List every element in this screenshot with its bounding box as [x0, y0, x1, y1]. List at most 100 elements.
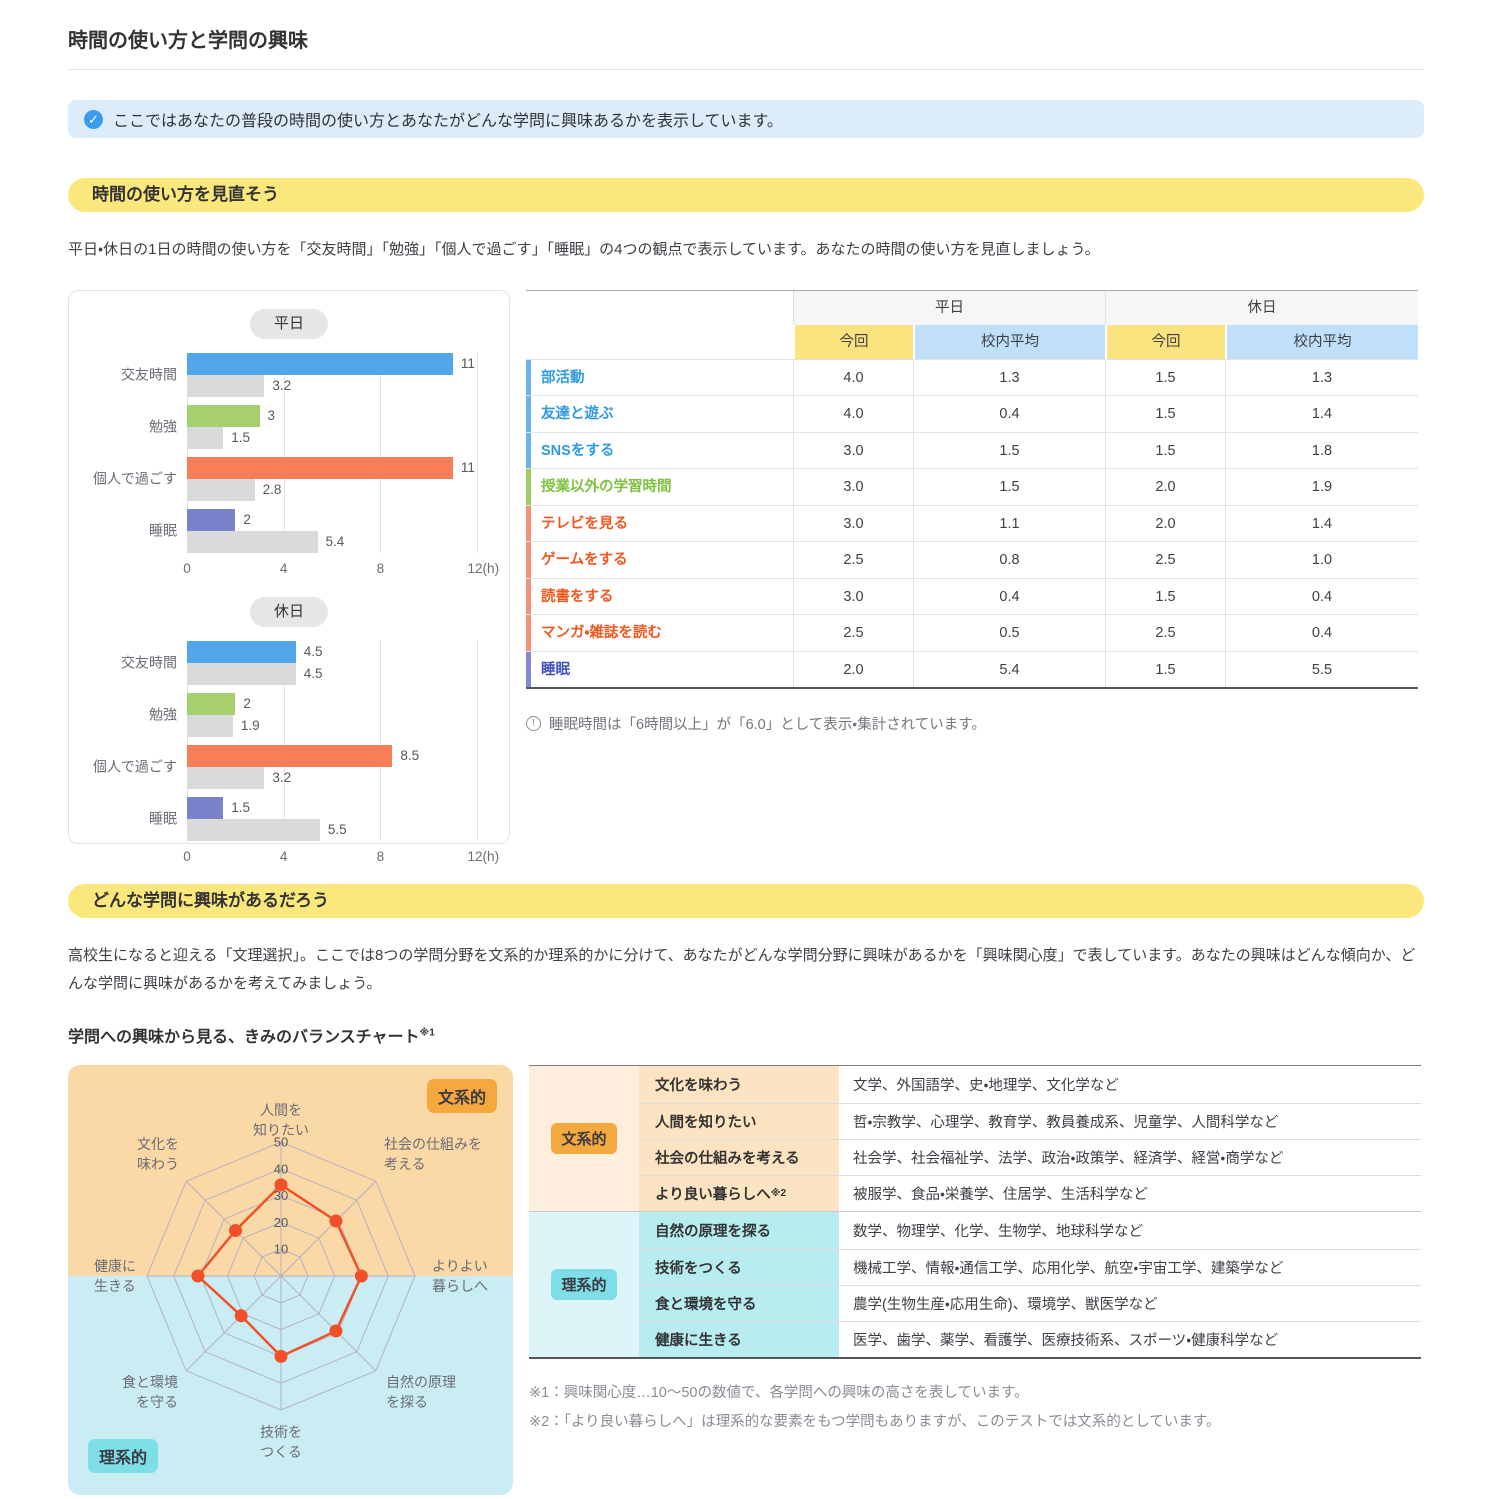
row-label-text: 睡眠 — [541, 661, 570, 678]
table-value-cell: 0.8 — [913, 541, 1105, 578]
fields-row: 食と環境を守る 農学(生物生産・応用生命)、環境学、獣医学など — [639, 1284, 1421, 1321]
footnote-2: ※2：「より良い暮らしへ」は理系的な要素をもつ学問もありますが、このテストでは文… — [529, 1414, 1221, 1431]
bar-current-value: 2 — [243, 695, 251, 711]
table-value-cell: 2.0 — [793, 650, 913, 688]
holiday-chart-title: 休日 — [250, 596, 328, 627]
bar-average-value: 1.5 — [231, 429, 251, 445]
fields-group-rikei: 理系的 自然の原理を探る 数学、物理学、化学、生物学、地球科学など技術をつくる 機械工… — [529, 1212, 1421, 1358]
bar-current-value: 8.5 — [400, 747, 420, 763]
table-corner-cell — [526, 291, 793, 359]
row-label-部活動: 部活動 — [526, 358, 793, 396]
table-value-cell: 1.3 — [913, 358, 1105, 396]
fields-category-text: 技術をつくる — [655, 1260, 742, 1277]
section-header-time-use: 時間の使い方を見直そう — [68, 178, 1424, 212]
row-label-text: 読書をする — [541, 588, 614, 605]
radar-axis-label: よりよい暮らしへ — [432, 1258, 488, 1294]
fields-category-text: 人間を知りたい — [655, 1114, 757, 1131]
fields-row: 技術をつくる 機械工学、情報・通信工学、応用化学、航空・宇宙工学、建築学など — [639, 1248, 1421, 1285]
bar-row-個人で過ごす: 個人で過ごす 8.5 3.2 — [93, 744, 477, 789]
fields-category: 文化を味わう — [639, 1066, 839, 1103]
radar-axis-line — [185, 1275, 282, 1372]
fields-category-text: 文化を味わう — [655, 1077, 742, 1094]
table-value-cell: 2.0 — [1105, 468, 1225, 505]
radar-axis-label: 健康に生きる — [94, 1258, 136, 1294]
fields-list: 機械工学、情報・通信工学、応用化学、航空・宇宙工学、建築学など — [839, 1248, 1421, 1285]
row-color-marker — [526, 396, 531, 432]
table-value-cell: 3.0 — [793, 431, 913, 469]
gridline — [283, 640, 285, 841]
bar-current — [187, 692, 236, 715]
fields-row: 自然の原理を探る 数学、物理学、化学、生物学、地球科学など — [639, 1212, 1421, 1249]
fields-category: 食と環境を守る — [639, 1284, 839, 1321]
row-label-text: テレビを見る — [541, 515, 628, 532]
column-group-header: 平日 — [793, 290, 1105, 325]
rikei-badge: 理系的 — [88, 1439, 159, 1474]
table-value-cell: 3.0 — [793, 468, 913, 505]
balance-chart-subtitle: 学問への興味から見る、きみのバランスチャート※1 — [68, 1023, 1424, 1047]
axis-tick: 12(h) — [467, 560, 500, 576]
radar-data-point — [229, 1224, 243, 1238]
bar-row-睡眠: 睡眠 2 5.4 — [149, 508, 477, 553]
table-value-cell: 2.5 — [793, 541, 913, 578]
row-label-text: 友達と遊ぶ — [541, 406, 614, 423]
radar-axis-label: 自然の原理を探る — [386, 1374, 456, 1410]
gridline — [380, 352, 382, 553]
row-color-marker — [526, 432, 531, 469]
bar-current — [187, 352, 453, 375]
holiday-plot-area: 交友時間 4.5 4.5 勉強 2 1.9 個人で過ごす 8.5 3.2 睡眠 1.5 5.5 — [93, 640, 478, 841]
fields-category: 自然の原理を探る — [639, 1212, 839, 1249]
balance-chart-subtitle-text: 学問への興味から見る、きみのバランスチャート — [68, 1029, 420, 1047]
bar-current — [187, 508, 236, 531]
row-color-marker — [526, 615, 531, 651]
radar-data-point — [234, 1309, 248, 1323]
row-label-text: マンガ・雑誌を読む — [541, 625, 662, 642]
gridline — [380, 640, 382, 841]
fields-list: 哲・宗教学、心理学、教育学、教員養成系、児童学、人間科学など — [839, 1102, 1421, 1139]
row-label-読書をする: 読書をする — [526, 577, 793, 615]
fields-row: より良い暮らしへ ※2 被服学、食品・栄養学、住居学、生活科学など — [639, 1175, 1421, 1212]
row-color-marker — [526, 505, 531, 542]
radar-ring-label: 10 — [274, 1242, 288, 1257]
row-label-text: SNSをする — [541, 442, 615, 459]
bar-average-value: 5.4 — [325, 533, 345, 549]
holiday-x-axis: 0 4 8 12(h) — [183, 848, 499, 869]
footnotes: ※1：興味関心度…10〜50の数値で、各学問への興味の高さを表しています。 ※2… — [529, 1379, 1424, 1437]
bar-row-個人で過ごす: 個人で過ごす 11 2.8 — [93, 456, 477, 501]
weekday-bar-chart: 平日 交友時間 11 3.2 勉強 3 1.5 個人で過ごす 11 2.8 睡眠 2 5.4 0 4 8 12(… — [69, 308, 509, 581]
fields-list: 社会学、社会福祉学、法学、政治・政策学、経済学、経営・商学など — [839, 1138, 1421, 1175]
fields-table-column: 文系的 文化を味わう 文学、外国語学、史・地理学、文化学など 人間を知りたい 哲・宗教学… — [529, 1065, 1424, 1437]
radar-ring-label: 40 — [274, 1162, 288, 1177]
time-table-column: 平日 休日 今回 校内平均 今回 校内平均 部活動 4.0 1.3 1.5 1.3 友達と遊ぶ 4.0 0… — [526, 289, 1424, 735]
table-value-cell: 0.5 — [913, 614, 1105, 651]
sub-column-header: 今回 — [1105, 324, 1225, 359]
radar-axis-label: 社会の仕組みを考える — [384, 1136, 482, 1172]
table-value-cell: 4.0 — [793, 395, 913, 432]
table-value-cell: 2.5 — [1105, 541, 1225, 578]
axis-tick: 4 — [279, 848, 288, 864]
balance-chart-subtitle-sup: ※1 — [419, 1027, 435, 1039]
axis-tick: 12(h) — [467, 848, 500, 864]
row-label-睡眠: 睡眠 — [526, 650, 793, 688]
table-value-cell: 5.5 — [1225, 650, 1418, 688]
academic-fields-table: 文系的 文化を味わう 文学、外国語学、史・地理学、文化学など 人間を知りたい 哲・宗教学… — [529, 1065, 1421, 1360]
table-value-cell: 1.4 — [1225, 395, 1418, 432]
fields-category-text: 社会の仕組みを考える — [655, 1150, 800, 1167]
bar-average — [187, 766, 265, 789]
bunkei-table-badge: 文系的 — [551, 1123, 617, 1155]
axis-tick: 0 — [183, 560, 191, 576]
row-label-テレビを見る: テレビを見る — [526, 504, 793, 542]
row-color-marker — [526, 359, 531, 396]
table-value-cell: 1.5 — [913, 468, 1105, 505]
bar-category-label: 個人で過ごす — [92, 470, 177, 487]
table-value-cell: 0.4 — [1225, 614, 1418, 651]
bar-average-value: 1.9 — [240, 717, 260, 733]
table-value-cell: 1.5 — [1105, 358, 1225, 396]
table-value-cell: 1.5 — [913, 431, 1105, 469]
fields-list: 被服学、食品・栄養学、住居学、生活科学など — [839, 1175, 1421, 1212]
bar-row-交友時間: 交友時間 4.5 4.5 — [121, 640, 477, 685]
radar-svg: 10 20 30 40 50人間を知りたい社会の仕組みを考えるよりよい暮らしへ自然の原理… — [94, 1102, 488, 1460]
column-group-header: 休日 — [1105, 290, 1418, 325]
rikei-table-badge: 理系的 — [551, 1269, 617, 1301]
axis-tick: 8 — [376, 560, 385, 576]
time-use-content-row: 平日 交友時間 11 3.2 勉強 3 1.5 個人で過ごす 11 2.8 睡眠 2 5.4 0 4 8 12(… — [68, 289, 1424, 864]
